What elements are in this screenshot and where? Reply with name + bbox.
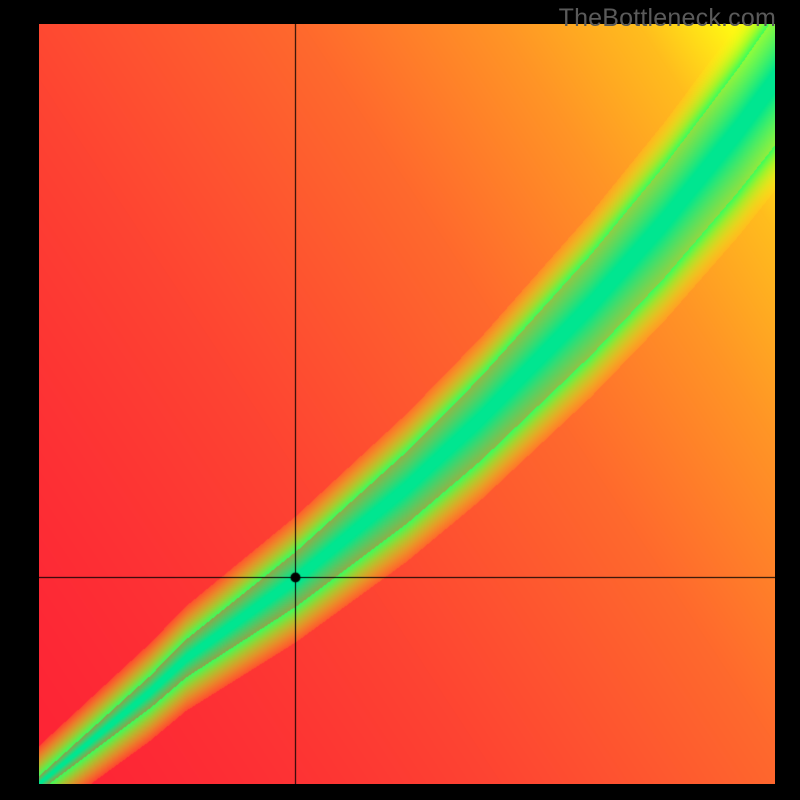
watermark-text: TheBottleneck.com <box>559 4 776 33</box>
bottleneck-heatmap <box>39 24 775 784</box>
chart-container: TheBottleneck.com <box>0 0 800 800</box>
